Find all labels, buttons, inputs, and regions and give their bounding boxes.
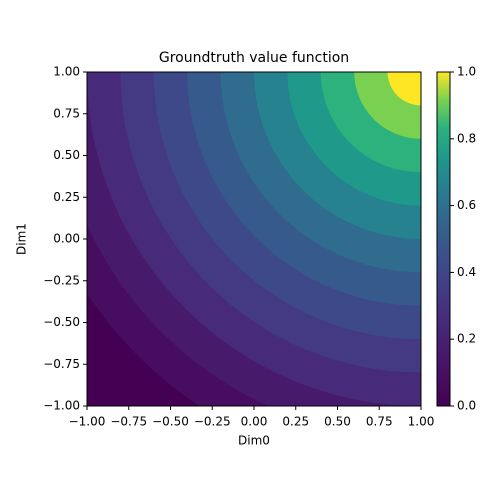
colorbar-tick-label: 0.4 — [457, 265, 476, 279]
x-tick-label: −0.25 — [194, 415, 231, 429]
y-tick-label: −0.75 — [43, 357, 80, 371]
colorbar-tick-label: 1.0 — [457, 65, 476, 79]
y-axis-label: Dim1 — [15, 223, 29, 255]
colorbar-tick-label: 0.8 — [457, 131, 476, 145]
colorbar-tick-label: 0.0 — [457, 399, 476, 413]
colorbar — [436, 71, 451, 407]
x-tick-label: 0.25 — [282, 415, 309, 429]
x-tick-label: 1.00 — [408, 415, 435, 429]
y-tick-label: 0.25 — [53, 190, 80, 204]
y-tick-label: 0.00 — [53, 232, 80, 246]
y-tick-label: 0.50 — [53, 148, 80, 162]
plot-area — [87, 72, 421, 406]
colorbar-tick-label: 0.2 — [457, 332, 476, 346]
x-tick-label: 0.50 — [324, 415, 351, 429]
y-tick-label: 0.75 — [53, 106, 80, 120]
contour-band — [387, 72, 421, 106]
x-tick-label: −0.75 — [110, 415, 147, 429]
x-tick-label: −0.50 — [152, 415, 189, 429]
x-tick-label: −1.00 — [69, 415, 106, 429]
x-axis-label: Dim0 — [238, 434, 270, 448]
y-tick-label: −1.00 — [43, 399, 80, 413]
colorbar-tick-label: 0.6 — [457, 198, 476, 212]
y-tick-label: −0.25 — [43, 273, 80, 287]
x-tick-label: 0.75 — [366, 415, 393, 429]
y-tick-label: 1.00 — [53, 65, 80, 79]
x-tick-label: 0.00 — [241, 415, 268, 429]
chart-title: Groundtruth value function — [159, 50, 349, 66]
y-tick-label: −0.50 — [43, 315, 80, 329]
